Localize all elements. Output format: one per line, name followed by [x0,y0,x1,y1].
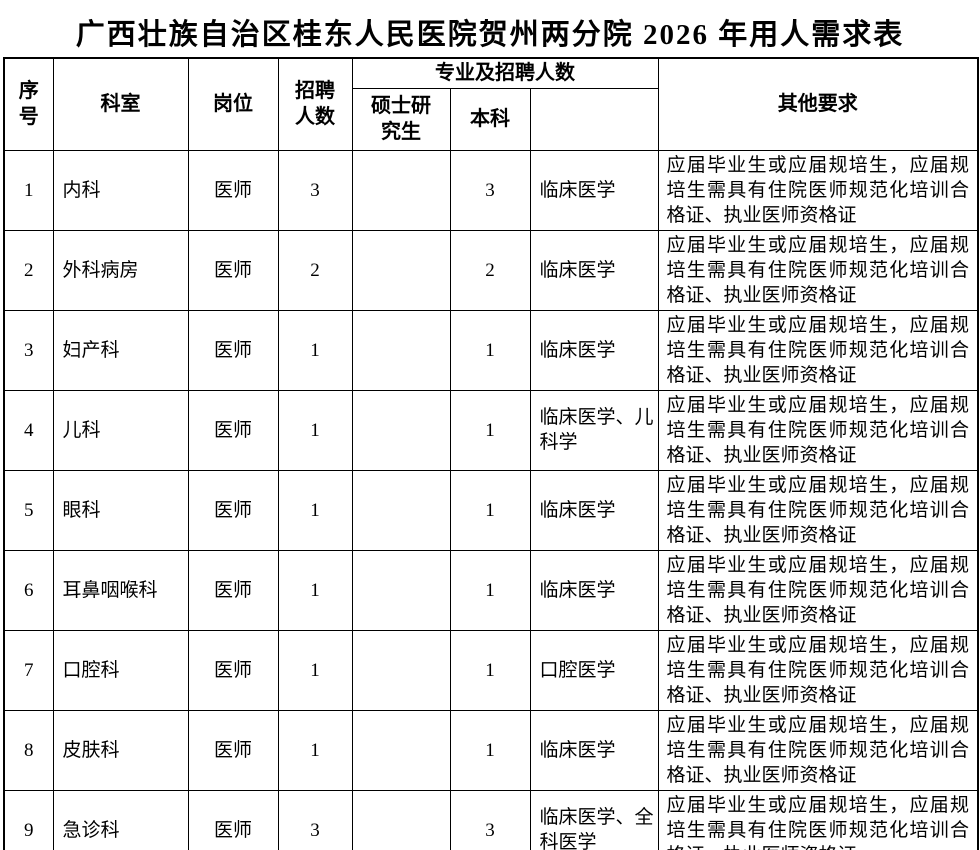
table-row: 2 外科病房 医师 2 2 临床医学 应届毕业生或应届规培生，应届规培生需具有住… [3,229,979,311]
recruit-count-cell: 1 [277,549,353,631]
table-row: 3 妇产科 医师 1 1 临床医学 应届毕业生或应届规培生，应届规培生需具有住院… [3,309,979,391]
department-cell: 皮肤科 [52,709,189,791]
bachelor-count-cell: 1 [449,309,531,391]
department-cell: 儿科 [52,389,189,471]
table-row: 4 儿科 医师 1 1 临床医学、儿科学 应届毕业生或应届规培生，应届规培生需具… [3,389,979,471]
master-count-cell [351,229,451,311]
recruit-count-cell: 1 [277,389,353,471]
requirements-cell: 应届毕业生或应届规培生，应届规培生需具有住院医师规范化培训合格证、执业医师资格证 [657,469,979,551]
header-major-blank [529,87,659,151]
position-cell: 医师 [187,229,279,311]
header-master: 硕士研 究生 [351,87,451,151]
table-row: 9 急诊科 医师 3 3 临床医学、全科医学 应届毕业生或应届规培生，应届规培生… [3,789,979,850]
position-cell: 医师 [187,469,279,551]
header-seq: 序 号 [3,57,54,151]
recruit-count-cell: 2 [277,229,353,311]
seq-cell: 1 [3,149,54,231]
department-cell: 急诊科 [52,789,189,850]
recruit-count-cell: 1 [277,709,353,791]
major-cell: 临床医学 [529,469,659,551]
master-count-cell [351,549,451,631]
bachelor-count-cell: 2 [449,229,531,311]
header-position: 岗位 [187,57,279,151]
recruit-count-cell: 1 [277,309,353,391]
bachelor-count-cell: 1 [449,389,531,471]
seq-cell: 9 [3,789,54,850]
seq-cell: 4 [3,389,54,471]
recruit-count-cell: 3 [277,149,353,231]
master-count-cell [351,149,451,231]
major-cell: 临床医学 [529,709,659,791]
table-row: 8 皮肤科 医师 1 1 临床医学 应届毕业生或应届规培生，应届规培生需具有住院… [3,709,979,791]
position-cell: 医师 [187,149,279,231]
major-cell: 临床医学 [529,309,659,391]
major-cell: 临床医学 [529,229,659,311]
header-recruit-count: 招聘 人数 [277,57,353,151]
recruitment-table: 序 号 科室 岗位 招聘 人数 专业及招聘人数 其他要求 硕士研 究生 本科 1… [3,57,980,850]
table-row: 5 眼科 医师 1 1 临床医学 应届毕业生或应届规培生，应届规培生需具有住院医… [3,469,979,551]
table-row: 6 耳鼻咽喉科 医师 1 1 临床医学 应届毕业生或应届规培生，应届规培生需具有… [3,549,979,631]
seq-cell: 7 [3,629,54,711]
position-cell: 医师 [187,629,279,711]
bachelor-count-cell: 1 [449,469,531,551]
requirements-cell: 应届毕业生或应届规培生，应届规培生需具有住院医师规范化培训合格证、执业医师资格证 [657,629,979,711]
requirements-cell: 应届毕业生或应届规培生，应届规培生需具有住院医师规范化培训合格证、执业医师资格证 [657,709,979,791]
header-department: 科室 [52,57,189,151]
seq-cell: 2 [3,229,54,311]
bachelor-count-cell: 1 [449,629,531,711]
recruit-count-cell: 1 [277,469,353,551]
position-cell: 医师 [187,709,279,791]
department-cell: 妇产科 [52,309,189,391]
position-cell: 医师 [187,309,279,391]
major-cell: 临床医学 [529,549,659,631]
major-cell: 口腔医学 [529,629,659,711]
seq-cell: 8 [3,709,54,791]
recruit-count-cell: 3 [277,789,353,850]
bachelor-count-cell: 1 [449,709,531,791]
table-row: 1 内科 医师 3 3 临床医学 应届毕业生或应届规培生，应届规培生需具有住院医… [3,149,979,231]
position-cell: 医师 [187,549,279,631]
requirements-cell: 应届毕业生或应届规培生，应届规培生需具有住院医师规范化培训合格证、执业医师资格证 [657,309,979,391]
header-row-bottom: 硕士研 究生 本科 [4,87,978,151]
header-row-top: 序 号 科室 岗位 招聘 人数 专业及招聘人数 其他要求 [3,57,979,151]
department-cell: 眼科 [52,469,189,551]
header-other-requirements: 其他要求 [657,57,979,151]
requirements-cell: 应届毕业生或应届规培生，应届规培生需具有住院医师规范化培训合格证、执业医师资格证 [657,149,979,231]
bachelor-count-cell: 1 [449,549,531,631]
master-count-cell [351,309,451,391]
requirements-cell: 应届毕业生或应届规培生，应届规培生需具有住院医师规范化培训合格证、执业医师资格证 [657,229,979,311]
department-cell: 外科病房 [52,229,189,311]
position-cell: 医师 [187,789,279,850]
page-title: 广西壮族自治区桂东人民医院贺州两分院 2026 年用人需求表 [75,19,905,51]
requirements-cell: 应届毕业生或应届规培生，应届规培生需具有住院医师规范化培训合格证、执业医师资格证 [657,789,979,850]
master-count-cell [351,709,451,791]
bachelor-count-cell: 3 [449,149,531,231]
major-cell: 临床医学、儿科学 [529,389,659,471]
table-header: 序 号 科室 岗位 招聘 人数 专业及招聘人数 其他要求 硕士研 究生 本科 [3,57,979,151]
major-cell: 临床医学、全科医学 [529,789,659,850]
table-body: 1 内科 医师 3 3 临床医学 应届毕业生或应届规培生，应届规培生需具有住院医… [3,149,979,850]
header-major-group: 专业及招聘人数 [351,57,659,89]
master-count-cell [351,789,451,850]
table-row: 7 口腔科 医师 1 1 口腔医学 应届毕业生或应届规培生，应届规培生需具有住院… [3,629,979,711]
master-count-cell [351,629,451,711]
bachelor-count-cell: 3 [449,789,531,850]
seq-cell: 3 [3,309,54,391]
position-cell: 医师 [187,389,279,471]
requirements-cell: 应届毕业生或应届规培生，应届规培生需具有住院医师规范化培训合格证、执业医师资格证 [657,549,979,631]
requirements-cell: 应届毕业生或应届规培生，应届规培生需具有住院医师规范化培训合格证、执业医师资格证 [657,389,979,471]
department-cell: 口腔科 [52,629,189,711]
major-cell: 临床医学 [529,149,659,231]
master-count-cell [351,469,451,551]
department-cell: 耳鼻咽喉科 [52,549,189,631]
master-count-cell [351,389,451,471]
recruit-count-cell: 1 [277,629,353,711]
department-cell: 内科 [52,149,189,231]
seq-cell: 6 [3,549,54,631]
header-bachelor: 本科 [449,87,531,151]
seq-cell: 5 [3,469,54,551]
